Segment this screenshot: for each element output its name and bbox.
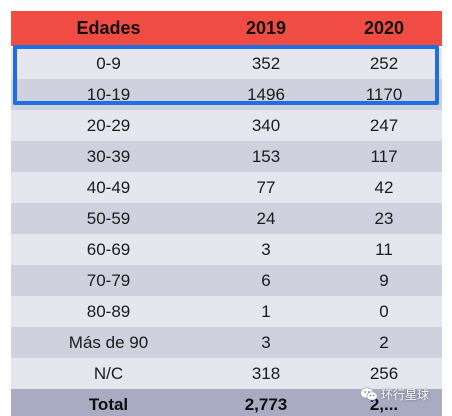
table-row: 80-89 1 0	[11, 296, 442, 327]
watermark-text: 环行星球	[381, 388, 430, 402]
value-2019-cell: 77	[256, 177, 276, 197]
table-row: N/C 318 256	[11, 358, 442, 389]
value-2020-cell: 9	[379, 270, 389, 290]
age-cell: N/C	[93, 363, 124, 383]
age-cell: 70-79	[86, 270, 131, 290]
age-cell: 0-9	[96, 53, 121, 73]
age-cell: 50-59	[86, 208, 131, 228]
header-2020: 2020	[363, 18, 405, 38]
value-2019-cell: 340	[251, 115, 281, 135]
value-2019-cell: 318	[251, 363, 281, 383]
total-label: Total	[88, 395, 129, 414]
value-2019-cell: 1496	[247, 84, 285, 104]
table-row: 10-19 1496 1170	[11, 79, 442, 110]
value-2019-cell: 3	[261, 239, 271, 259]
table-row: 50-59 24 23	[11, 203, 442, 234]
age-cell: 30-39	[86, 146, 131, 166]
table-header-row: Edades 2019 2020	[11, 11, 442, 46]
header-2019: 2019	[245, 18, 287, 38]
total-2019: 2,773	[244, 395, 288, 414]
value-2019-cell: 1	[261, 301, 271, 321]
age-cell: Más de 90	[68, 332, 149, 352]
total-2020: 2,...	[369, 395, 399, 414]
age-cell: 40-49	[86, 177, 131, 197]
age-table: Edades 2019 2020 0-9 352 252 10-19 1496 …	[11, 11, 442, 416]
value-2020-cell: 256	[369, 363, 399, 383]
wechat-icon	[360, 387, 378, 402]
header-edades: Edades	[76, 18, 141, 38]
table-row: Más de 90 3 2	[11, 327, 442, 358]
age-cell: 60-69	[86, 239, 131, 259]
value-2020-cell: 2	[379, 332, 389, 352]
value-2020-cell: 1170	[365, 84, 403, 104]
table-row: 70-79 6 9	[11, 265, 442, 296]
table-row: 60-69 3 11	[11, 234, 442, 265]
watermark: 环行星球	[360, 386, 429, 403]
value-2020-cell: 252	[369, 53, 399, 73]
table-row: 40-49 77 42	[11, 172, 442, 203]
value-2020-cell: 117	[370, 146, 398, 166]
value-2019-cell: 6	[261, 270, 271, 290]
value-2020-cell: 0	[379, 301, 389, 321]
value-2019-cell: 3	[261, 332, 271, 352]
value-2020-cell: 42	[374, 177, 394, 197]
value-2020-cell: 23	[374, 208, 394, 228]
value-2020-cell: 247	[369, 115, 399, 135]
age-cell: 80-89	[86, 301, 131, 321]
table-row: 20-29 340 247	[11, 110, 442, 141]
age-cell: 10-19	[86, 84, 131, 104]
value-2019-cell: 153	[251, 146, 281, 166]
value-2020-cell: 11	[375, 239, 393, 259]
table-row: 30-39 153 117	[11, 141, 442, 172]
age-cell: 20-29	[86, 115, 131, 135]
value-2019-cell: 352	[251, 53, 281, 73]
value-2019-cell: 24	[256, 208, 276, 228]
table-row: 0-9 352 252	[11, 48, 442, 79]
